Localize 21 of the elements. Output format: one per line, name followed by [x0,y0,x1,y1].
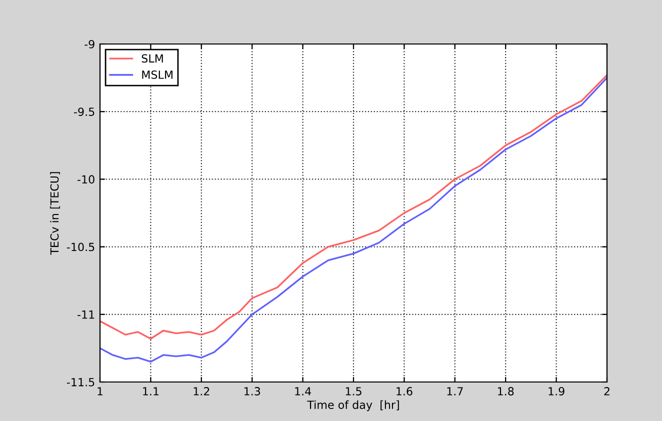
y-tick-label: -9 [84,40,94,48]
x-tick-label: 1.4 [295,387,312,396]
y-tick-label: -10.5 [66,242,94,252]
legend-label: MSLM [142,70,172,79]
y-tick-label: -10 [78,175,94,184]
x-tick-label: 1.1 [143,387,159,396]
x-axis-title: Time of day [hr] [307,400,399,412]
x-tick-label: 1 [98,387,103,396]
y-axis-title: TECv in [TECU] [50,172,60,255]
x-tick-label: 1.5 [346,387,362,396]
legend-label: SLM [142,54,163,63]
x-tick-label: 1.3 [244,387,260,396]
x-tick-label: 1.6 [396,387,412,396]
x-tick-label: 2 [604,387,610,396]
x-tick-label: 1.9 [548,387,564,396]
x-tick-label: 1.2 [194,387,210,396]
y-tick-label: -9.5 [74,108,94,116]
x-tick-label: 1.8 [498,387,514,396]
y-tick-label: -11 [78,310,94,319]
x-tick-label: 1.7 [447,387,463,396]
y-tick-label: -11.5 [66,378,94,386]
